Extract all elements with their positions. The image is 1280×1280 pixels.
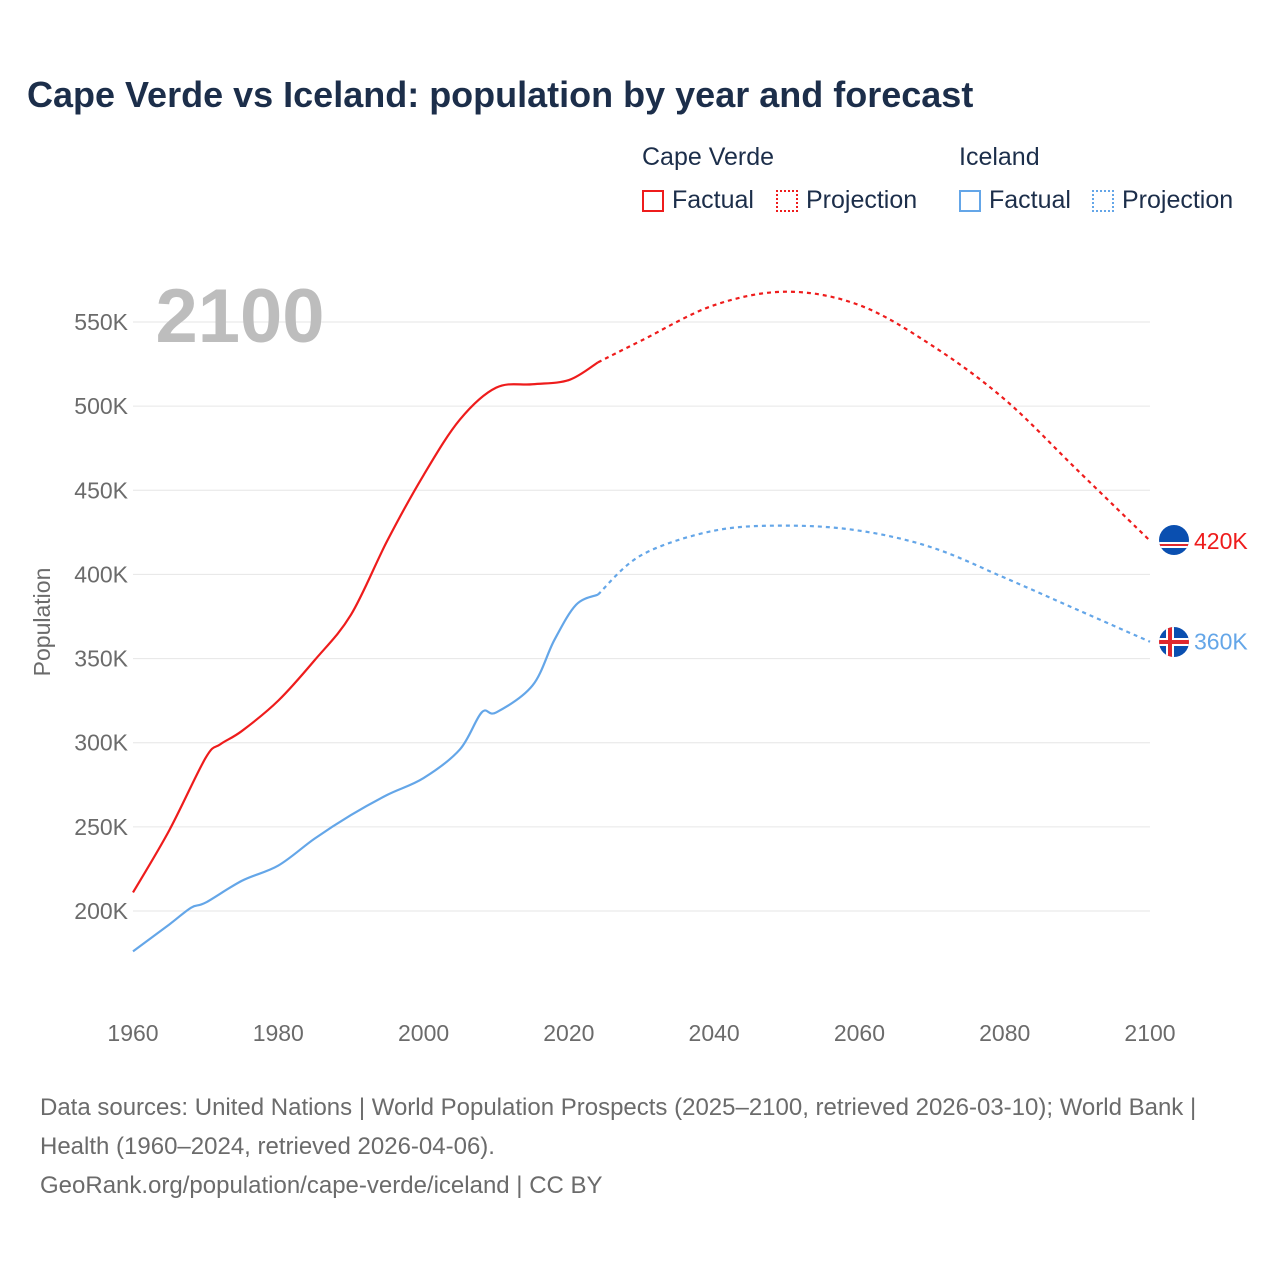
legend-group-cape-verde: Cape Verde bbox=[642, 143, 775, 171]
cape-verde-factual-line bbox=[132, 361, 599, 894]
legend-swatch-solid bbox=[642, 189, 664, 212]
x-tick-label: 2080 bbox=[979, 1020, 1030, 1046]
iceland-projection-line bbox=[597, 524, 1151, 643]
legend-label: Factual bbox=[672, 186, 754, 214]
x-tick-label: 2100 bbox=[1124, 1020, 1175, 1046]
legend-cape-verde-projection[interactable]: Projection bbox=[776, 186, 917, 215]
data-sources: Data sources: United Nations | World Pop… bbox=[40, 1094, 1197, 1160]
cape-verde-flag-icon bbox=[1159, 525, 1189, 555]
x-tick-label: 1960 bbox=[107, 1020, 158, 1046]
y-tick-label: 300K bbox=[74, 730, 128, 756]
x-tick-label: 1980 bbox=[253, 1020, 304, 1046]
footer: Data sources: United Nations | World Pop… bbox=[40, 1088, 1240, 1205]
legend-iceland-factual[interactable]: Factual bbox=[959, 186, 1071, 215]
y-tick-label: 550K bbox=[74, 309, 128, 335]
y-tick-label: 250K bbox=[74, 814, 128, 840]
chart-title: Cape Verde vs Iceland: population by yea… bbox=[27, 74, 974, 115]
cape-verde-projection-line bbox=[597, 290, 1151, 542]
iceland-end-label: 360K bbox=[1194, 629, 1248, 655]
year-watermark: 2100 bbox=[155, 274, 324, 359]
x-tick-label: 2040 bbox=[689, 1020, 740, 1046]
legend-label: Projection bbox=[1122, 186, 1234, 214]
cape-verde-end-label: 420K bbox=[1194, 528, 1248, 554]
y-axis-label: Population bbox=[29, 568, 55, 677]
y-tick-label: 200K bbox=[74, 898, 128, 924]
y-tick-label: 350K bbox=[74, 646, 128, 672]
x-tick-label: 2060 bbox=[834, 1020, 885, 1046]
legend-swatch-dotted bbox=[776, 189, 798, 212]
legend-label: Projection bbox=[806, 186, 918, 214]
y-tick-label: 400K bbox=[74, 561, 128, 587]
iceland-flag-icon bbox=[1159, 627, 1189, 657]
x-tick-label: 2020 bbox=[543, 1020, 594, 1046]
source-link[interactable]: GeoRank.org/population/cape-verde/icelan… bbox=[40, 1172, 603, 1199]
legend-iceland-projection[interactable]: Projection bbox=[1092, 186, 1233, 215]
legend-swatch-dotted bbox=[1092, 189, 1114, 212]
x-tick-label: 2000 bbox=[398, 1020, 449, 1046]
legend-swatch-solid bbox=[959, 189, 981, 212]
y-tick-label: 500K bbox=[74, 393, 128, 419]
legend-cape-verde-factual[interactable]: Factual bbox=[642, 186, 754, 215]
y-tick-label: 450K bbox=[74, 477, 128, 503]
legend-group-iceland: Iceland bbox=[959, 143, 1040, 171]
legend-label: Factual bbox=[989, 186, 1071, 214]
iceland-factual-line bbox=[132, 593, 599, 953]
